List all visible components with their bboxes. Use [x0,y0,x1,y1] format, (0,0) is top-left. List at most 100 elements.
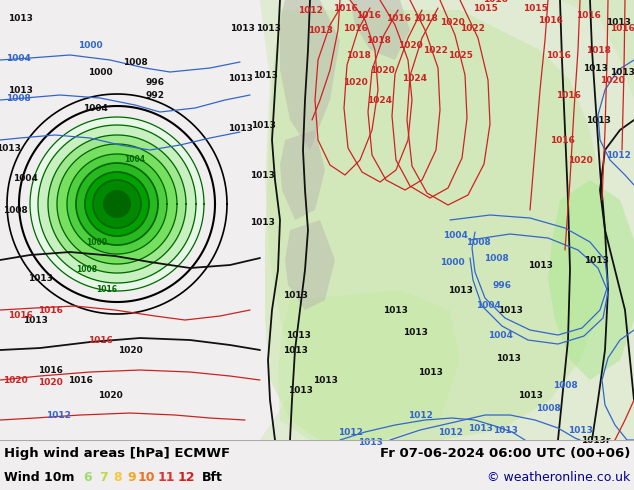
Text: 1012: 1012 [437,427,462,437]
Text: 1020: 1020 [600,75,624,84]
Polygon shape [280,130,325,220]
Text: 996: 996 [493,280,512,290]
Polygon shape [350,0,410,60]
Text: 1004: 1004 [6,53,30,63]
Text: 1013: 1013 [586,116,611,124]
Text: 1012: 1012 [297,5,323,15]
Text: 1016: 1016 [96,285,117,294]
Text: High wind areas [hPa] ECMWF: High wind areas [hPa] ECMWF [4,446,230,460]
Polygon shape [460,0,634,100]
Text: 1008: 1008 [3,205,27,215]
Text: 1013: 1013 [250,218,275,226]
Polygon shape [280,0,340,150]
Text: 1015: 1015 [472,3,498,13]
Text: 1008: 1008 [553,381,578,390]
Text: 1008: 1008 [536,404,560,413]
Polygon shape [548,180,634,380]
Text: 1012: 1012 [337,427,363,437]
Circle shape [57,144,177,264]
Text: 1013: 1013 [307,25,332,34]
Text: 1020: 1020 [342,77,367,87]
Text: © weatheronline.co.uk: © weatheronline.co.uk [487,470,630,484]
Text: 1013: 1013 [583,255,609,265]
Text: Bft: Bft [202,470,223,484]
Text: 1004: 1004 [13,173,37,182]
Text: 1016: 1016 [555,91,581,99]
Polygon shape [260,0,634,440]
Text: 1013: 1013 [527,261,552,270]
Text: 1013: 1013 [23,316,48,324]
Text: 1013: 1013 [583,64,607,73]
Text: 1016: 1016 [356,10,380,20]
Text: 1004: 1004 [124,154,145,164]
Text: 1020: 1020 [439,18,464,26]
Text: 1016: 1016 [482,0,507,4]
Text: 1013: 1013 [252,71,278,79]
Text: 1016: 1016 [546,50,571,59]
Text: 1024: 1024 [403,74,427,82]
Text: 1022: 1022 [423,46,448,54]
Text: Fr 07-06-2024 06:00 UTC (00+06): Fr 07-06-2024 06:00 UTC (00+06) [380,446,630,460]
Text: 1013: 1013 [313,375,337,385]
Text: 996: 996 [109,207,125,217]
Text: 1013r: 1013r [581,436,611,444]
Text: 1013: 1013 [382,305,408,315]
Text: 11: 11 [157,470,175,484]
Text: 1016: 1016 [550,136,574,145]
Text: 1012: 1012 [605,150,630,160]
Text: 1015: 1015 [522,3,547,13]
Text: 1024: 1024 [368,96,392,104]
Text: 1013: 1013 [605,18,630,26]
Text: 1012: 1012 [46,411,70,419]
Text: 1016: 1016 [8,311,32,319]
Polygon shape [278,290,460,440]
Text: 1004: 1004 [488,331,512,340]
Text: 1013: 1013 [27,273,53,283]
Text: 1018: 1018 [366,35,391,45]
Text: 1013: 1013 [358,438,382,446]
Circle shape [85,172,149,236]
Text: 1025: 1025 [448,50,472,59]
Text: 1018: 1018 [586,46,611,54]
Text: 1008: 1008 [465,238,490,246]
Text: 1008: 1008 [6,94,30,102]
Text: 1013: 1013 [403,327,427,337]
Text: 1013: 1013 [8,14,32,23]
Text: 1013: 1013 [567,425,592,435]
Circle shape [38,125,196,283]
Text: 1008: 1008 [77,265,98,273]
Text: 1013: 1013 [256,24,280,32]
Text: 1016: 1016 [37,366,62,374]
Text: 1020: 1020 [567,155,592,165]
Text: 9: 9 [127,470,136,484]
Text: 12: 12 [178,470,195,484]
Text: 6: 6 [84,470,93,484]
Text: 1004: 1004 [82,103,107,113]
Text: 992: 992 [109,192,125,200]
Text: 1016: 1016 [68,375,93,385]
Text: 1008: 1008 [122,57,147,67]
Text: 1013: 1013 [448,286,472,294]
Circle shape [93,180,141,228]
Text: 1013: 1013 [467,423,493,433]
Text: 1013: 1013 [418,368,443,376]
Text: 996: 996 [145,77,164,87]
Text: 1016: 1016 [333,3,358,13]
Text: 1013: 1013 [8,85,32,95]
Text: 1013: 1013 [283,345,307,355]
Text: 1020: 1020 [37,377,62,387]
Text: 1016: 1016 [37,305,62,315]
Text: 1004: 1004 [443,230,467,240]
Text: 1013: 1013 [493,425,517,435]
Text: 1000: 1000 [87,68,112,76]
Text: 1013: 1013 [517,391,543,399]
Text: 10: 10 [137,470,155,484]
Text: 1008: 1008 [484,253,508,263]
Text: 1016: 1016 [609,24,634,32]
Circle shape [67,154,167,254]
Text: 1004: 1004 [476,300,500,310]
Circle shape [76,163,158,245]
Text: Wind 10m: Wind 10m [4,470,75,484]
Text: 1013: 1013 [250,121,275,129]
Text: 1013: 1013 [230,24,254,32]
